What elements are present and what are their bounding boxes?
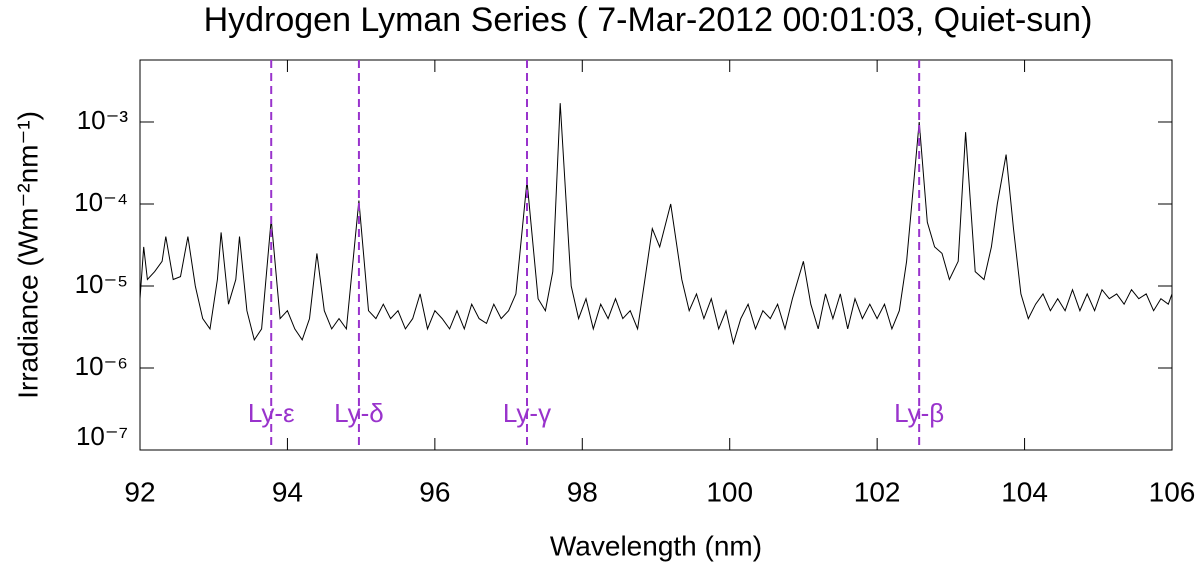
y-axis-label: Irradiance (Wm⁻²nm⁻¹) xyxy=(12,111,43,399)
line-label: Ly-δ xyxy=(334,398,384,428)
x-tick-label: 98 xyxy=(567,476,598,507)
x-tick-label: 100 xyxy=(706,476,753,507)
y-tick-label: 10⁻⁷ xyxy=(76,421,128,451)
plot-frame xyxy=(139,59,1173,451)
x-tick-label: 94 xyxy=(272,476,303,507)
y-tick-label: 10⁻³ xyxy=(77,105,129,135)
spectrum-line xyxy=(139,103,1173,346)
y-tick-label: 10⁻⁴ xyxy=(74,187,128,217)
x-tick-label: 96 xyxy=(419,476,450,507)
x-tick-label: 106 xyxy=(1149,476,1196,507)
line-label: Ly-γ xyxy=(503,398,551,428)
x-tick-label: 102 xyxy=(854,476,901,507)
x-axis-label: Wavelength (nm) xyxy=(550,530,762,561)
chart-title: Hydrogen Lyman Series ( 7-Mar-2012 00:01… xyxy=(204,1,1093,39)
line-label: Ly-β xyxy=(894,398,944,428)
line-label: Ly-ε xyxy=(248,398,295,428)
x-tick-label: 104 xyxy=(1001,476,1048,507)
x-tick-label: 92 xyxy=(124,476,155,507)
y-tick-label: 10⁻⁵ xyxy=(75,269,128,299)
y-tick-label: 10⁻⁶ xyxy=(75,351,128,381)
